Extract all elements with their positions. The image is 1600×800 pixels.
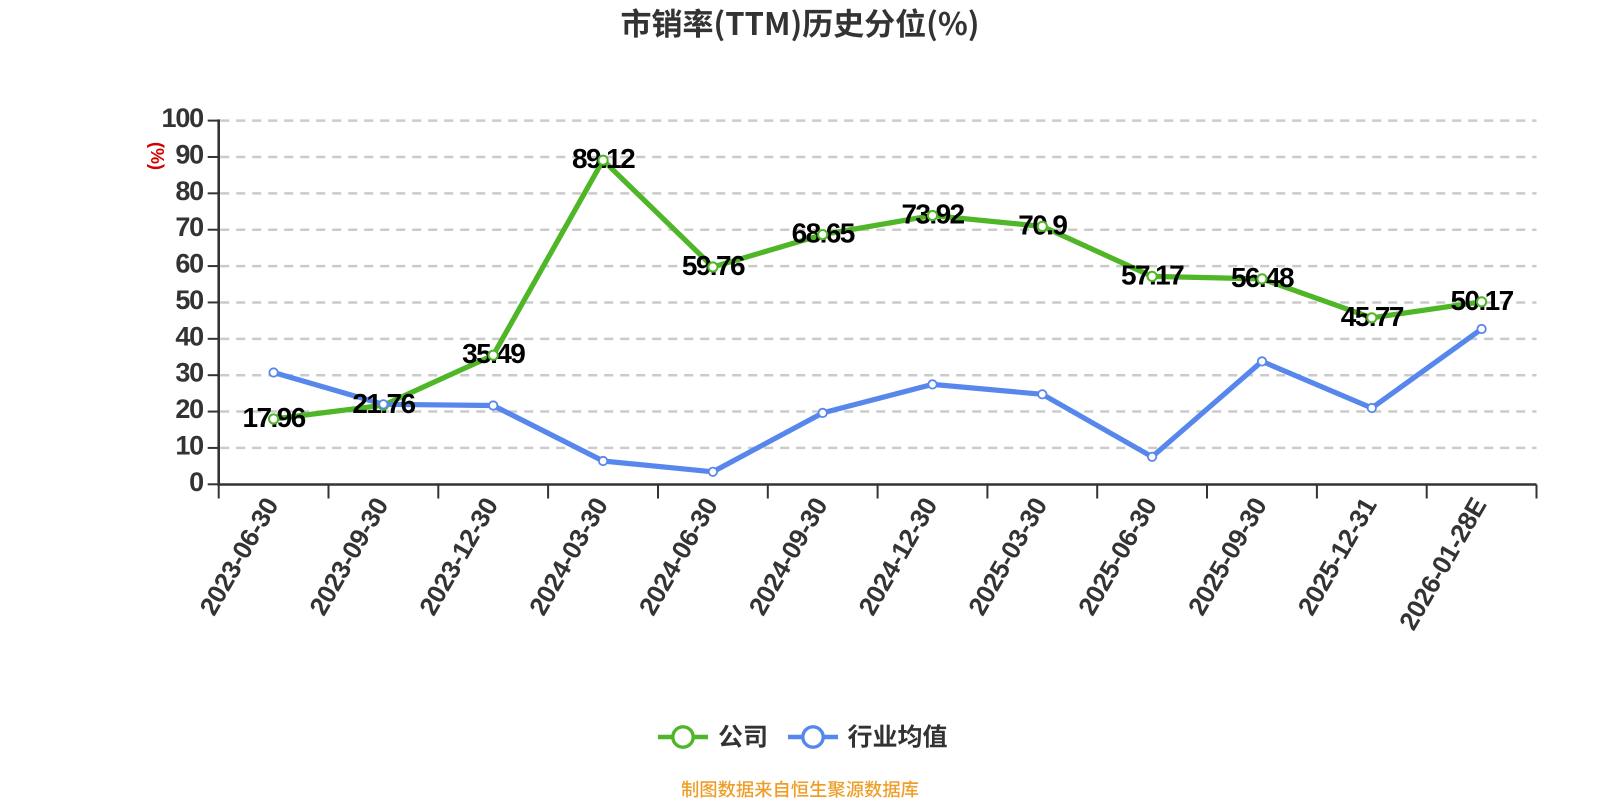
svg-text:30: 30 bbox=[175, 358, 203, 388]
svg-text:0: 0 bbox=[189, 467, 203, 497]
svg-text:(%): (%) bbox=[147, 142, 167, 170]
svg-text:70: 70 bbox=[175, 212, 203, 242]
svg-text:10: 10 bbox=[175, 430, 203, 460]
svg-text:80: 80 bbox=[175, 176, 203, 206]
svg-text:60: 60 bbox=[175, 249, 203, 279]
svg-text:20: 20 bbox=[175, 394, 203, 424]
svg-text:100: 100 bbox=[162, 103, 204, 133]
svg-text:90: 90 bbox=[175, 140, 203, 170]
svg-text:50: 50 bbox=[175, 285, 203, 315]
svg-text:40: 40 bbox=[175, 321, 203, 351]
